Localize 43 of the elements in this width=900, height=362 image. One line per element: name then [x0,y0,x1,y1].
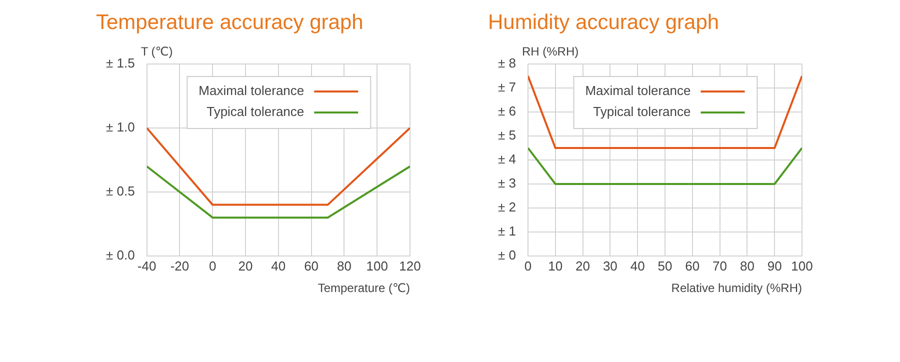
x-tick-label: 40 [271,258,286,274]
x-tick-label: 40 [630,258,645,274]
y-tick-label: ± 2 [498,200,516,215]
x-tick-label: 20 [576,258,590,274]
y-axis-title: T (℃) [140,44,173,58]
y-tick-label: ± 5 [498,128,516,143]
y-tick-label: ± 3 [498,176,516,191]
chart-title: Temperature accuracy graph [95,10,364,36]
y-tick-label: ± 4 [498,152,516,167]
x-axis-title: Temperature (℃) [318,281,410,296]
x-tick-label: 10 [548,258,563,274]
x-tick-label: 90 [767,258,782,274]
x-tick-label: 60 [685,258,700,274]
y-tick-label: ± 8 [498,56,516,71]
legend-label: Typical tolerance [593,104,691,120]
y-axis-title: RH (%RH) [522,44,579,58]
y-tick-label: ± 1.0 [106,120,135,135]
x-axis-title: Relative humidity (%RH) [671,281,802,296]
x-tick-label: 100 [366,258,388,274]
chart-title: Humidity accuracy graph [487,10,720,36]
x-tick-label: 100 [791,258,813,274]
y-tick-label: ± 0.0 [106,248,135,263]
x-tick-label: 80 [740,258,754,274]
x-tick-label: 70 [712,258,728,274]
x-tick-label: 120 [399,258,421,274]
y-tick-label: ± 6 [498,104,516,119]
legend-label: Maximal tolerance [585,83,691,98]
x-tick-label: 20 [238,258,253,274]
legend-label: Typical tolerance [206,104,304,120]
legend-label: Maximal tolerance [198,83,304,98]
x-tick-label: 50 [658,258,672,274]
x-tick-label: 30 [602,258,618,274]
y-tick-label: ± 1 [498,224,516,239]
y-tick-label: ± 7 [498,80,516,95]
y-tick-label: ± 0.5 [106,184,135,199]
x-tick-label: 60 [304,258,319,274]
x-tick-label: 80 [336,258,352,274]
x-tick-label: 0 [524,258,532,274]
y-tick-label: ± 0 [498,248,516,263]
x-tick-label: -20 [170,258,190,274]
y-tick-label: ± 1.5 [106,56,135,71]
x-tick-label: 0 [208,258,216,274]
x-tick-label: -40 [137,258,156,274]
